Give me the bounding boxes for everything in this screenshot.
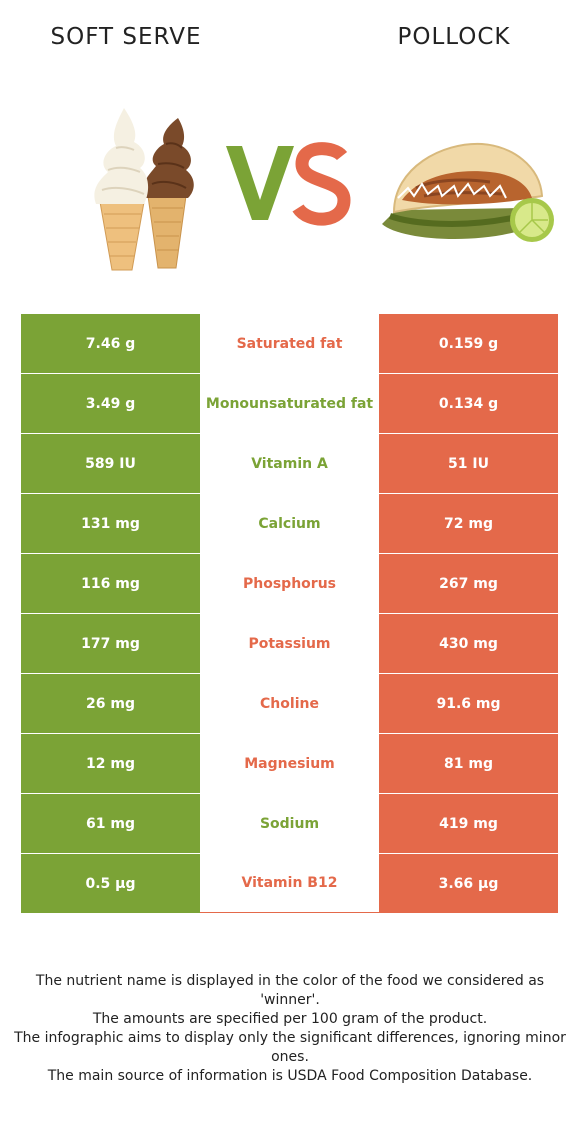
left-value: 7.46 g xyxy=(21,314,200,373)
vanilla-cone xyxy=(94,108,149,271)
footnote: The nutrient name is displayed in the co… xyxy=(14,972,566,1086)
table-row: 26 mg Choline 91.6 mg xyxy=(21,674,558,734)
footnote-line-winner: The nutrient name is displayed in the co… xyxy=(35,973,545,1008)
nutrient-name: Monounsaturated fat xyxy=(200,374,379,433)
nutrient-name: Calcium xyxy=(200,494,379,553)
table-row: 131 mg Calcium 72 mg xyxy=(21,494,558,554)
footnote-line-source: The main source of information is USDA F… xyxy=(47,1068,533,1084)
right-value: 72 mg xyxy=(379,494,558,553)
right-value: 81 mg xyxy=(379,734,558,793)
left-value: 26 mg xyxy=(21,674,200,733)
table-row: 3.49 g Monounsaturated fat 0.134 g xyxy=(21,374,558,434)
right-value: 91.6 mg xyxy=(379,674,558,733)
nutrient-name: Choline xyxy=(200,674,379,733)
left-value: 3.49 g xyxy=(21,374,200,433)
nutrient-name: Magnesium xyxy=(200,734,379,793)
nutrient-name: Sodium xyxy=(200,794,379,853)
right-value: 419 mg xyxy=(379,794,558,853)
nutrient-name: Vitamin A xyxy=(200,434,379,493)
nutrient-name: Phosphorus xyxy=(200,554,379,613)
table-row: 0.5 µg Vitamin B12 3.66 µg xyxy=(21,854,558,914)
nutrient-name: Potassium xyxy=(200,614,379,673)
right-value: 267 mg xyxy=(379,554,558,613)
vs-logo xyxy=(226,142,351,226)
soft-serve-cones-image xyxy=(94,108,194,271)
footnote-line-significance: The infographic aims to display only the… xyxy=(14,1030,566,1065)
nutrient-name: Vitamin B12 xyxy=(200,854,379,913)
left-value: 0.5 µg xyxy=(21,854,200,913)
left-value: 131 mg xyxy=(21,494,200,553)
right-value: 0.134 g xyxy=(379,374,558,433)
left-value: 116 mg xyxy=(21,554,200,613)
right-value: 51 IU xyxy=(379,434,558,493)
vs-letter-s xyxy=(292,142,351,226)
comparison-table: 7.46 g Saturated fat 0.159 g 3.49 g Monounsa… xyxy=(21,314,558,914)
right-value: 3.66 µg xyxy=(379,854,558,913)
footnote-line-amounts: The amounts are specified per 100 gram o… xyxy=(92,1011,488,1027)
table-row: 177 mg Potassium 430 mg xyxy=(21,614,558,674)
left-value: 61 mg xyxy=(21,794,200,853)
left-value: 589 IU xyxy=(21,434,200,493)
right-food-title: POLLOCK xyxy=(397,24,511,50)
nutrient-name: Saturated fat xyxy=(200,314,379,373)
table-row: 12 mg Magnesium 81 mg xyxy=(21,734,558,794)
table-row: 589 IU Vitamin A 51 IU xyxy=(21,434,558,494)
pollock-taco-image xyxy=(382,142,554,242)
table-row: 61 mg Sodium 419 mg xyxy=(21,794,558,854)
chocolate-cone xyxy=(143,118,194,269)
right-value: 430 mg xyxy=(379,614,558,673)
left-value: 12 mg xyxy=(21,734,200,793)
left-value: 177 mg xyxy=(21,614,200,673)
table-row: 116 mg Phosphorus 267 mg xyxy=(21,554,558,614)
table-row: 7.46 g Saturated fat 0.159 g xyxy=(21,314,558,374)
right-value: 0.159 g xyxy=(379,314,558,373)
vs-letter-v xyxy=(226,146,294,220)
left-food-title: SOFT SERVE xyxy=(50,24,202,50)
